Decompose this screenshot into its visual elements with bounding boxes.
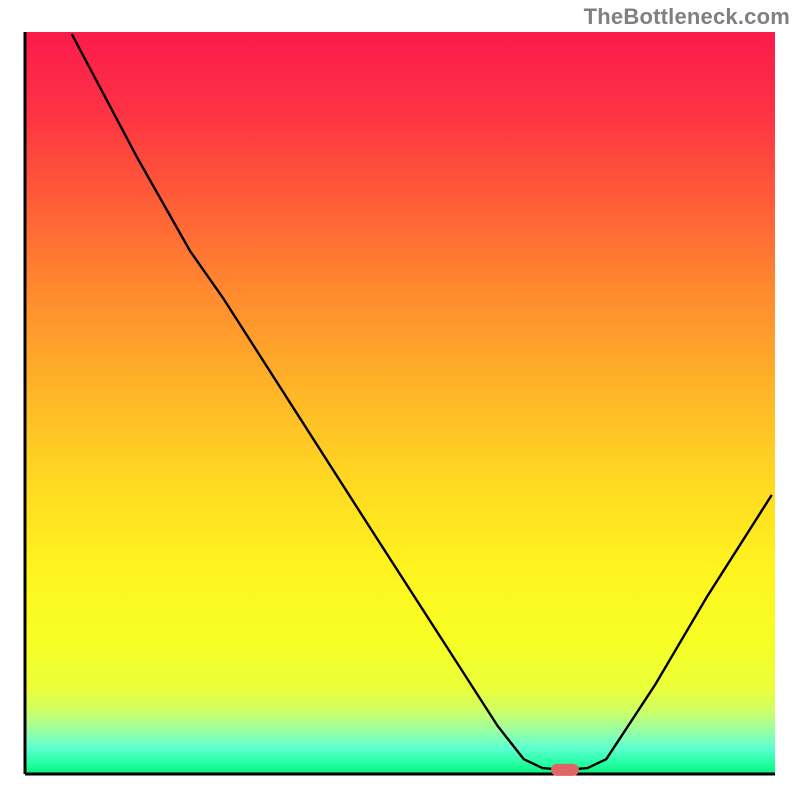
plot-background: [25, 32, 775, 774]
bottleneck-chart: [0, 0, 800, 800]
watermark-text: TheBottleneck.com: [584, 4, 790, 30]
optimal-marker: [551, 764, 579, 776]
